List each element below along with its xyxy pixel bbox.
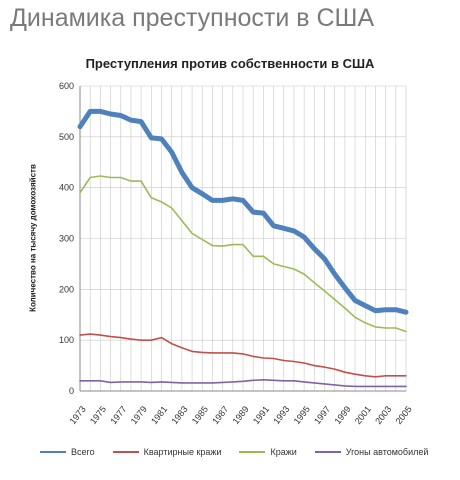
legend-item: Угоны автомобилей xyxy=(314,447,429,457)
y-tick-label: 600 xyxy=(59,81,74,91)
x-tick-label: 2005 xyxy=(394,404,414,426)
x-tick-labels: 1973 1975 1977 1979 1981 1983 1985 1987 1989 1991… xyxy=(68,404,414,426)
x-tick-label: 1999 xyxy=(332,404,352,426)
x-tick-label: 1977 xyxy=(108,404,128,426)
axes xyxy=(79,86,406,392)
x-tick-label: 1983 xyxy=(169,404,189,426)
series-line-0 xyxy=(77,108,409,315)
x-tick-label: 1989 xyxy=(231,404,251,426)
y-tick-label: 500 xyxy=(59,132,74,142)
series-line-1 xyxy=(79,333,407,378)
legend-item: Всего xyxy=(40,447,95,457)
x-tick-label: 1981 xyxy=(149,404,169,426)
x-tick-label: 1975 xyxy=(88,404,108,426)
y-tick-label: 200 xyxy=(59,284,74,294)
y-tick-labels: 0 100 200 300 400 500 600 xyxy=(59,81,74,396)
series-line-3 xyxy=(79,378,407,388)
grid xyxy=(79,85,407,392)
legend-swatch xyxy=(40,451,66,453)
legend-swatch xyxy=(314,451,341,453)
series-line-2 xyxy=(79,175,407,333)
legend-label: Всего xyxy=(71,447,95,457)
series-lines xyxy=(77,108,409,388)
page-title: Динамика преступности в США xyxy=(10,4,375,32)
legend-label: Квартирные кражи xyxy=(143,447,222,457)
legend: Всего Квартирные кражи Кражи Угоны автомоби… xyxy=(40,447,428,457)
legend-label: Кражи xyxy=(270,447,297,457)
legend-item: Кражи xyxy=(239,447,297,457)
x-tick-label: 2001 xyxy=(353,404,373,426)
y-tick-label: 300 xyxy=(59,234,74,244)
x-tick-label: 2003 xyxy=(373,404,393,426)
y-tick-label: 400 xyxy=(59,183,74,193)
legend-label: Угоны автомобилей xyxy=(345,447,429,457)
chart-title: Преступления против собственности в США xyxy=(85,56,375,71)
legend-swatch xyxy=(239,451,266,453)
y-tick-label: 0 xyxy=(69,386,74,396)
x-tick-label: 1993 xyxy=(271,404,291,426)
x-tick-label: 1987 xyxy=(210,404,230,426)
x-tick-label: 1979 xyxy=(129,404,149,426)
legend-swatch xyxy=(112,451,139,453)
x-tick-label: 1995 xyxy=(292,404,312,426)
x-tick-label: 1997 xyxy=(312,404,332,426)
legend-item: Квартирные кражи xyxy=(112,447,222,457)
y-tick-label: 100 xyxy=(59,335,74,345)
x-tick-label: 1991 xyxy=(251,404,271,426)
x-tick-label: 1985 xyxy=(190,404,210,426)
x-tick-label: 1973 xyxy=(68,404,88,426)
